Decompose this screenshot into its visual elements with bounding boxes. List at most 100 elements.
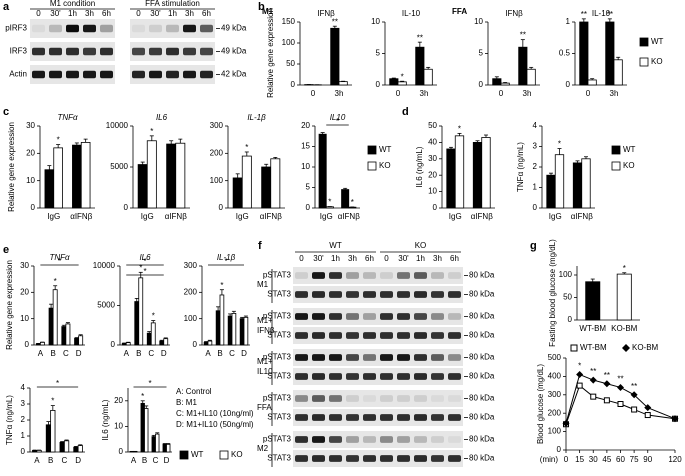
- legend-label: WT: [379, 145, 392, 154]
- x-tick-label: B: [136, 349, 141, 358]
- group-label: M1: [262, 7, 274, 16]
- y-tick-label: 3: [533, 142, 538, 151]
- bar: [231, 312, 237, 346]
- blot-band: [312, 373, 325, 380]
- bar: [48, 307, 54, 346]
- x-tick-label: IgG: [47, 212, 60, 221]
- blot-band: [329, 395, 342, 402]
- significance: **: [607, 10, 613, 19]
- lane-label: 0: [36, 9, 41, 18]
- chart-title: IL-1β: [217, 253, 236, 262]
- blot-band: [149, 70, 162, 79]
- bar: [526, 68, 536, 86]
- bar: [121, 343, 127, 346]
- panel-label: a: [3, 1, 10, 13]
- blot-band: [363, 291, 376, 298]
- significance: *: [152, 312, 155, 321]
- y-tick-label: 150: [282, 17, 296, 26]
- marker: [644, 412, 651, 419]
- x-tick-label: D: [241, 349, 247, 358]
- bar: [137, 164, 148, 209]
- bracket-label: *: [224, 257, 227, 266]
- bar: [159, 340, 165, 346]
- bar: [261, 166, 272, 209]
- significance: *: [458, 124, 461, 133]
- blot-band: [346, 373, 359, 380]
- row-label: STAT3: [267, 372, 291, 381]
- y-tick-label: 100: [559, 270, 573, 279]
- bar: [241, 155, 252, 209]
- blot-band: [329, 373, 342, 380]
- blot-band: [397, 436, 410, 443]
- x-tick-label: 3h: [610, 89, 619, 98]
- blot-band: [431, 332, 444, 339]
- bar: [572, 162, 583, 209]
- blot-band: [49, 70, 62, 79]
- significance: **: [631, 382, 637, 391]
- y-tick-label: 30: [20, 261, 29, 270]
- y-tick-label: 3: [21, 399, 26, 408]
- bar: [605, 21, 615, 86]
- marker: [617, 401, 624, 407]
- blot-band: [49, 24, 62, 33]
- blot-band: [312, 455, 325, 462]
- y-tick-label: 20: [20, 287, 29, 296]
- blot-background: [293, 349, 463, 366]
- chart-title: IFNβ: [317, 9, 335, 18]
- x-tick-label: 30: [589, 455, 598, 464]
- legend-label: KO-BM: [632, 343, 659, 352]
- significance: *: [150, 127, 153, 136]
- bar: [39, 341, 45, 346]
- bar: [338, 81, 348, 86]
- y-tick-label: 10: [20, 314, 29, 323]
- y-tick-label: 5000: [110, 162, 128, 171]
- size-label: 80 kDa: [469, 331, 495, 340]
- row-label: pIRF3: [5, 24, 27, 33]
- y-tick-label: 0: [557, 445, 562, 454]
- blot-band: [295, 436, 308, 443]
- blot-band: [397, 332, 410, 339]
- blot-band: [431, 354, 444, 361]
- y-tick-label: 20: [428, 170, 437, 179]
- blot-band: [312, 414, 325, 421]
- blot-band: [431, 414, 444, 421]
- y-tick-label: 0: [219, 203, 224, 212]
- bar: [77, 445, 83, 453]
- y-tick-label: 500: [548, 353, 562, 362]
- blot-band: [66, 47, 79, 56]
- lane-label: 30': [150, 9, 161, 18]
- blot-band: [346, 313, 359, 320]
- group-label: M1: [257, 280, 269, 289]
- y-tick-label: 30: [26, 121, 35, 130]
- row-label: pSTAT3: [263, 312, 292, 321]
- blot-band: [83, 47, 96, 56]
- bracket-label: *: [143, 257, 146, 266]
- lane-label: 1h: [331, 254, 340, 263]
- legend-label: KO: [379, 161, 391, 170]
- blot-band: [380, 414, 393, 421]
- x-tick-label: C: [153, 456, 159, 465]
- blot-band: [346, 332, 359, 339]
- marker: [590, 393, 597, 400]
- bar: [150, 322, 156, 346]
- y-tick-label: 10: [428, 187, 437, 196]
- bar: [219, 294, 225, 346]
- chart-title: IFNβ: [505, 9, 523, 18]
- legend-swatch: [219, 450, 229, 460]
- y-tick-label: 2: [21, 415, 26, 424]
- blot-band: [100, 24, 113, 33]
- blot-background: [293, 431, 463, 448]
- blot-band: [397, 455, 410, 462]
- y-tick-label: 10000: [106, 121, 129, 130]
- bracket-label: *: [336, 117, 339, 126]
- x-tick-label: A: [34, 456, 40, 465]
- blot-band: [183, 24, 196, 33]
- blot-band: [431, 272, 444, 279]
- x-tick-label: IgG: [320, 212, 333, 221]
- chart-title: IL-10: [402, 9, 421, 18]
- x-tick-label: 0: [499, 89, 504, 98]
- blot-background: [293, 409, 463, 426]
- blot-band: [346, 291, 359, 298]
- blot-band: [380, 395, 393, 402]
- marker: [576, 382, 583, 389]
